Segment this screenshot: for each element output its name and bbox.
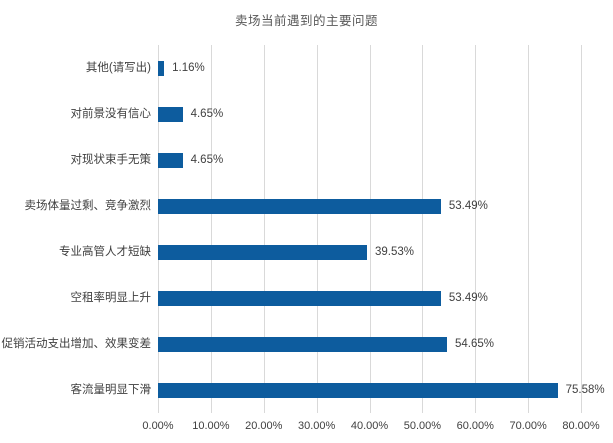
gridline: [210, 45, 212, 413]
gridline: [369, 45, 371, 413]
bar: [158, 60, 165, 76]
x-tick-label: 40.00%: [350, 420, 389, 432]
gridline: [581, 45, 582, 413]
x-tick-label: 0.00%: [142, 420, 174, 432]
x-tick-label: 60.00%: [456, 420, 494, 432]
gridline: [422, 45, 424, 413]
bar: [158, 106, 183, 122]
bar: [158, 198, 441, 214]
gridline: [158, 45, 159, 413]
value-label: 53.49%: [448, 200, 488, 212]
category-label: 对前景没有信心: [70, 108, 152, 120]
bar: [158, 382, 558, 398]
gridline: [528, 45, 530, 413]
category-label: 促销活动支出增加、效果变差: [1, 338, 152, 350]
category-label: 空租率明显上升: [70, 292, 152, 304]
value-label: 4.65%: [190, 154, 224, 166]
value-label: 75.58%: [565, 384, 605, 396]
bar: [158, 152, 183, 168]
gridline: [316, 45, 318, 413]
category-label: 专业高管人才短缺: [59, 246, 151, 258]
value-label: 53.49%: [448, 292, 488, 304]
category-label: 卖场体量过剩、竞争激烈: [24, 200, 152, 212]
value-label: 39.53%: [375, 246, 415, 258]
x-tick-label: 50.00%: [403, 420, 442, 432]
x-tick-label: 20.00%: [245, 420, 283, 432]
gridline: [263, 45, 265, 413]
category-label: 其他(请写出): [85, 62, 151, 74]
x-tick-label: 10.00%: [192, 420, 230, 432]
x-tick-label: 30.00%: [297, 420, 336, 432]
gridline: [475, 45, 477, 413]
bar: [158, 290, 441, 306]
value-label: 1.16%: [172, 62, 205, 74]
chart-title: 卖场当前遇到的主要问题: [234, 14, 378, 28]
x-tick-label: 80.00%: [562, 420, 600, 432]
category-label: 对现状束手无策: [70, 154, 152, 166]
category-label: 客流量明显下滑: [70, 384, 152, 396]
bar: [158, 336, 447, 352]
bar: [158, 244, 367, 260]
value-label: 54.65%: [454, 338, 494, 350]
value-label: 4.65%: [190, 108, 224, 120]
x-tick-label: 70.00%: [509, 420, 547, 432]
